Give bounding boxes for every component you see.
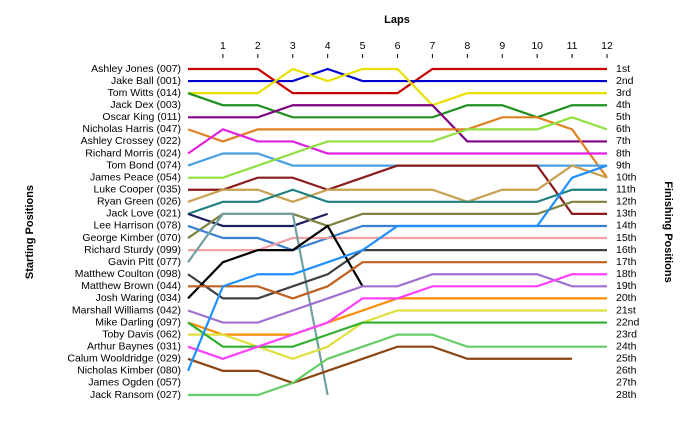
finish-label: 24th	[616, 340, 637, 352]
series-line	[188, 333, 607, 397]
series-line	[187, 128, 607, 155]
start-label: George Kimber (070)	[82, 232, 181, 244]
x-tick-label: 6	[395, 40, 401, 52]
x-tick-label: 1	[220, 40, 226, 52]
series-line	[187, 273, 607, 360]
start-label: Richard Morris (024)	[85, 147, 181, 159]
series-line	[187, 273, 607, 324]
series-line	[188, 104, 607, 143]
finish-label: 14th	[616, 220, 637, 232]
start-label: Lee Harrison (078)	[93, 220, 181, 232]
x-tick-label: 10	[531, 40, 543, 52]
finish-label: 16th	[616, 244, 637, 256]
start-label: Ryan Green (026)	[97, 196, 181, 208]
start-label: Marshall Williams (042)	[72, 304, 181, 316]
start-label: Josh Waring (034)	[96, 292, 181, 304]
finish-label: 3rd	[616, 87, 631, 99]
finish-label: 27th	[616, 377, 637, 389]
finish-label: 19th	[616, 280, 637, 292]
finish-label: 22nd	[616, 316, 640, 328]
series-line	[188, 164, 607, 215]
finish-label: 9th	[616, 159, 631, 171]
start-label: Arthur Baynes (031)	[87, 340, 181, 352]
start-label: Calum Wooldridge (029)	[67, 353, 181, 365]
series-line	[187, 188, 607, 215]
x-tick-label: 12	[601, 40, 613, 52]
series-line	[187, 116, 608, 179]
finish-label: 6th	[616, 123, 631, 135]
series-line	[188, 67, 607, 107]
finish-label: 10th	[616, 171, 637, 183]
start-label: Richard Sturdy (099)	[84, 244, 181, 256]
start-label: Oscar King (011)	[102, 111, 181, 123]
start-label: Mike Darling (097)	[95, 316, 181, 328]
series-line	[186, 164, 608, 372]
finish-label: 12th	[616, 196, 637, 208]
start-label: Jack Love (021)	[106, 208, 181, 220]
finish-label: 2nd	[616, 75, 634, 87]
start-label: Matthew Brown (044)	[81, 280, 181, 292]
finish-label: 21st	[616, 304, 636, 316]
x-tick-label: 11	[567, 40, 578, 52]
series-line	[187, 345, 573, 385]
finish-label: 8th	[616, 147, 631, 159]
start-label: Gavin Pitt (077)	[108, 256, 181, 268]
x-tick-label: 5	[360, 40, 366, 52]
x-tick-label: 9	[499, 40, 505, 52]
x-tick-label: 2	[255, 40, 261, 52]
finish-label: 25th	[616, 353, 637, 365]
y-axis-label-left: Starting Positions	[24, 185, 36, 279]
start-label: Nicholas Harris (047)	[82, 123, 181, 135]
series-line	[188, 67, 607, 83]
series-line	[188, 116, 608, 179]
finish-label: 7th	[616, 135, 631, 147]
x-tick-label: 4	[325, 40, 331, 52]
finish-label: 18th	[616, 268, 637, 280]
finish-label: 17th	[616, 256, 637, 268]
x-tick-label: 8	[464, 40, 470, 52]
finish-label: 4th	[616, 99, 631, 111]
start-label: James Peace (054)	[90, 171, 181, 183]
finish-label: 1st	[616, 63, 630, 75]
start-label: Nicholas Kimber (080)	[77, 365, 181, 377]
series-line	[187, 249, 607, 300]
x-tick-label: 7	[429, 40, 435, 52]
start-label: Tom Witts (014)	[107, 87, 181, 99]
start-label: Matthew Coulton (098)	[75, 268, 181, 280]
start-label: Ashley Crossey (022)	[81, 135, 181, 147]
series-line	[188, 67, 607, 95]
finish-label: 15th	[616, 232, 637, 244]
y-axis-label-right: Finishing Positions	[662, 181, 674, 282]
start-label: Luke Cooper (035)	[93, 184, 181, 196]
series-line	[188, 261, 607, 300]
chart-title: Laps	[384, 14, 410, 26]
finish-label: 20th	[616, 292, 637, 304]
start-label: James Ogden (057)	[88, 377, 181, 389]
finish-label: 5th	[616, 111, 631, 123]
finish-label: 13th	[616, 208, 637, 220]
finish-label: 23rd	[616, 328, 637, 340]
finish-label: 28th	[616, 389, 637, 401]
series-line	[187, 164, 608, 203]
finish-label: 11th	[616, 184, 636, 196]
start-label: Jack Ransom (027)	[90, 389, 181, 401]
start-label: Jake Ball (001)	[111, 75, 181, 87]
start-label: Toby Davis (062)	[102, 328, 181, 340]
start-label: Tom Bond (074)	[106, 159, 181, 171]
x-tick-label: 3	[290, 40, 296, 52]
start-label: Ashley Jones (007)	[91, 63, 181, 75]
series-line	[187, 212, 329, 396]
series-line	[187, 224, 364, 300]
finish-label: 26th	[616, 365, 637, 377]
start-label: Jack Dex (003)	[110, 99, 181, 111]
